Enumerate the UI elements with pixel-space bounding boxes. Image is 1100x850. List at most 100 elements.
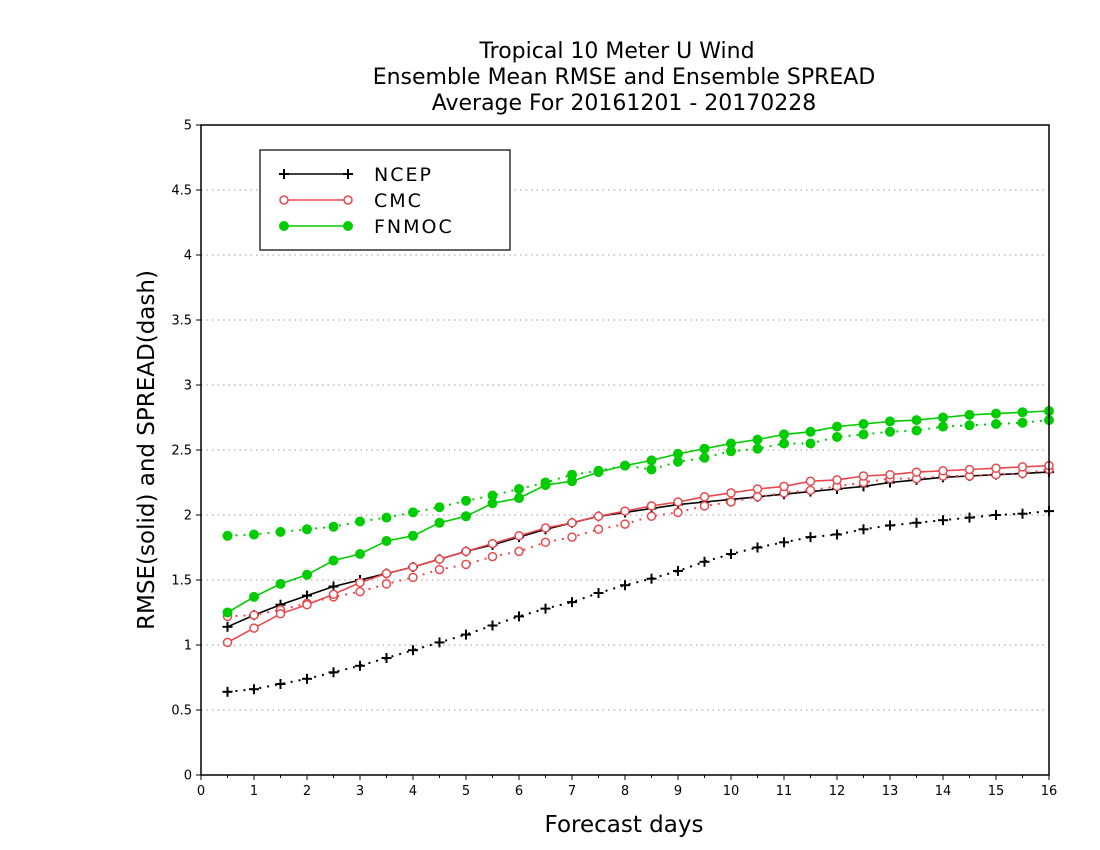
cmc-spread-point <box>540 537 551 548</box>
fnmoc-rmse-point <box>275 578 286 589</box>
ncep-spread-point <box>487 620 498 631</box>
fnmoc-rmse-point <box>302 569 312 580</box>
cmc-spread-line <box>227 468 1050 618</box>
fnmoc-rmse-point <box>1017 407 1028 418</box>
x-tick-label: 8 <box>621 784 629 799</box>
x-tick-label: 2 <box>303 784 311 799</box>
ncep-spread-point <box>514 611 524 622</box>
cmc-spread-point <box>461 559 471 570</box>
cmc-spread-point <box>805 485 816 496</box>
fnmoc-rmse-point <box>593 467 604 478</box>
y-tick-label: 0.5 <box>171 704 192 719</box>
ncep-spread-point <box>805 532 816 543</box>
fnmoc-spread-point <box>381 512 392 523</box>
fnmoc-rmse-point <box>699 443 710 454</box>
cmc-rmse-point <box>222 637 233 648</box>
cmc-spread-point <box>752 492 763 502</box>
cmc-rmse-point <box>964 464 975 475</box>
fnmoc-spread-point <box>434 502 445 513</box>
y-tick-label: 5 <box>184 119 192 134</box>
ncep-spread-point <box>461 629 471 640</box>
cmc-rmse-point <box>726 488 736 498</box>
ncep-spread-point <box>302 673 312 684</box>
cmc-rmse-point <box>991 463 1001 473</box>
fnmoc-spread-point <box>222 530 233 541</box>
cmc-spread-point <box>408 572 418 583</box>
legend-entry-cmc: CMC <box>279 190 423 212</box>
fnmoc-spread-point <box>699 452 710 463</box>
ncep-spread-point <box>911 517 922 528</box>
ncep-spread-point <box>222 686 233 697</box>
cmc-rmse-point <box>1017 462 1028 472</box>
cmc-spread-point <box>514 546 524 557</box>
legend-label: CMC <box>374 190 423 212</box>
fnmoc-spread-point <box>805 438 816 449</box>
x-tick-label: 7 <box>568 784 576 799</box>
x-tick-label: 12 <box>829 784 846 799</box>
cmc-rmse-point <box>779 481 789 492</box>
fnmoc-rmse-point <box>991 408 1001 419</box>
fnmoc-rmse-point <box>938 412 948 423</box>
ncep-spread-point <box>964 512 975 523</box>
x-tick-label: 15 <box>988 784 1005 799</box>
cmc-rmse-point <box>434 554 445 564</box>
cmc-rmse-point <box>275 609 286 619</box>
cmc-rmse-point <box>355 577 365 588</box>
chart-title-line-1: Tropical 10 Meter U Wind <box>478 39 754 64</box>
fnmoc-rmse-point <box>646 455 657 466</box>
fnmoc-rmse-point <box>620 460 630 471</box>
ncep-spread-line <box>227 510 1050 693</box>
cmc-spread-point <box>593 524 604 535</box>
ncep-spread-point <box>567 597 577 608</box>
ncep-spread-point <box>832 529 842 540</box>
legend-marker <box>343 169 353 179</box>
cmc-rmse-point <box>514 531 524 541</box>
legend-marker <box>279 195 289 205</box>
fnmoc-spread-point <box>408 507 418 518</box>
cmc-spread-point <box>726 497 736 507</box>
ncep-spread-point <box>885 520 895 531</box>
series-layer <box>222 406 1054 697</box>
ncep-spread-point <box>249 684 259 695</box>
x-axis-label: Forecast days <box>545 812 704 838</box>
cmc-rmse-point <box>752 484 763 494</box>
fnmoc-spread-point <box>964 420 975 431</box>
ncep-spread-point <box>540 603 551 614</box>
x-tick-label: 16 <box>1041 784 1058 799</box>
fnmoc-spread-point <box>461 495 471 506</box>
x-tick-label: 0 <box>197 784 205 799</box>
cmc-rmse-point <box>567 518 577 528</box>
fnmoc-spread-point <box>355 516 365 527</box>
gridlines <box>201 189 1049 711</box>
fnmoc-rmse-point <box>222 607 233 618</box>
ncep-spread-point <box>355 660 365 671</box>
fnmoc-rmse-point <box>434 517 445 528</box>
ncep-spread-point <box>752 542 763 553</box>
cmc-spread-point <box>249 610 259 620</box>
fnmoc-rmse-point <box>964 409 975 420</box>
cmc-spread-point <box>381 579 392 589</box>
cmc-rmse-point <box>620 506 630 516</box>
cmc-rmse-line <box>227 464 1050 644</box>
ncep-spread-point <box>673 565 683 576</box>
cmc-rmse-point <box>699 492 710 502</box>
x-tick-label: 4 <box>409 784 417 799</box>
legend-entry-ncep: NCEP <box>279 164 431 186</box>
cmc-rmse-point <box>832 475 842 485</box>
ncep-spread-point <box>620 580 630 591</box>
y-tick-label: 2.5 <box>171 444 192 459</box>
fnmoc-spread-point <box>885 426 895 437</box>
cmc-spread-point <box>673 507 683 518</box>
legend-marker <box>343 195 353 205</box>
ncep-spread-point <box>858 524 869 535</box>
fnmoc-spread-point <box>858 429 869 440</box>
fnmoc-rmse-point <box>408 530 418 541</box>
y-tick-label: 1 <box>184 639 192 654</box>
fnmoc-rmse-point <box>673 448 683 459</box>
cmc-rmse-point <box>249 623 259 633</box>
y-axis-label: RMSE(solid) and SPREAD(dash) <box>134 270 160 630</box>
fnmoc-spread-point <box>938 421 948 432</box>
cmc-spread-point <box>699 501 710 511</box>
fnmoc-rmse-point <box>487 498 498 509</box>
cmc-spread-point <box>355 586 365 597</box>
